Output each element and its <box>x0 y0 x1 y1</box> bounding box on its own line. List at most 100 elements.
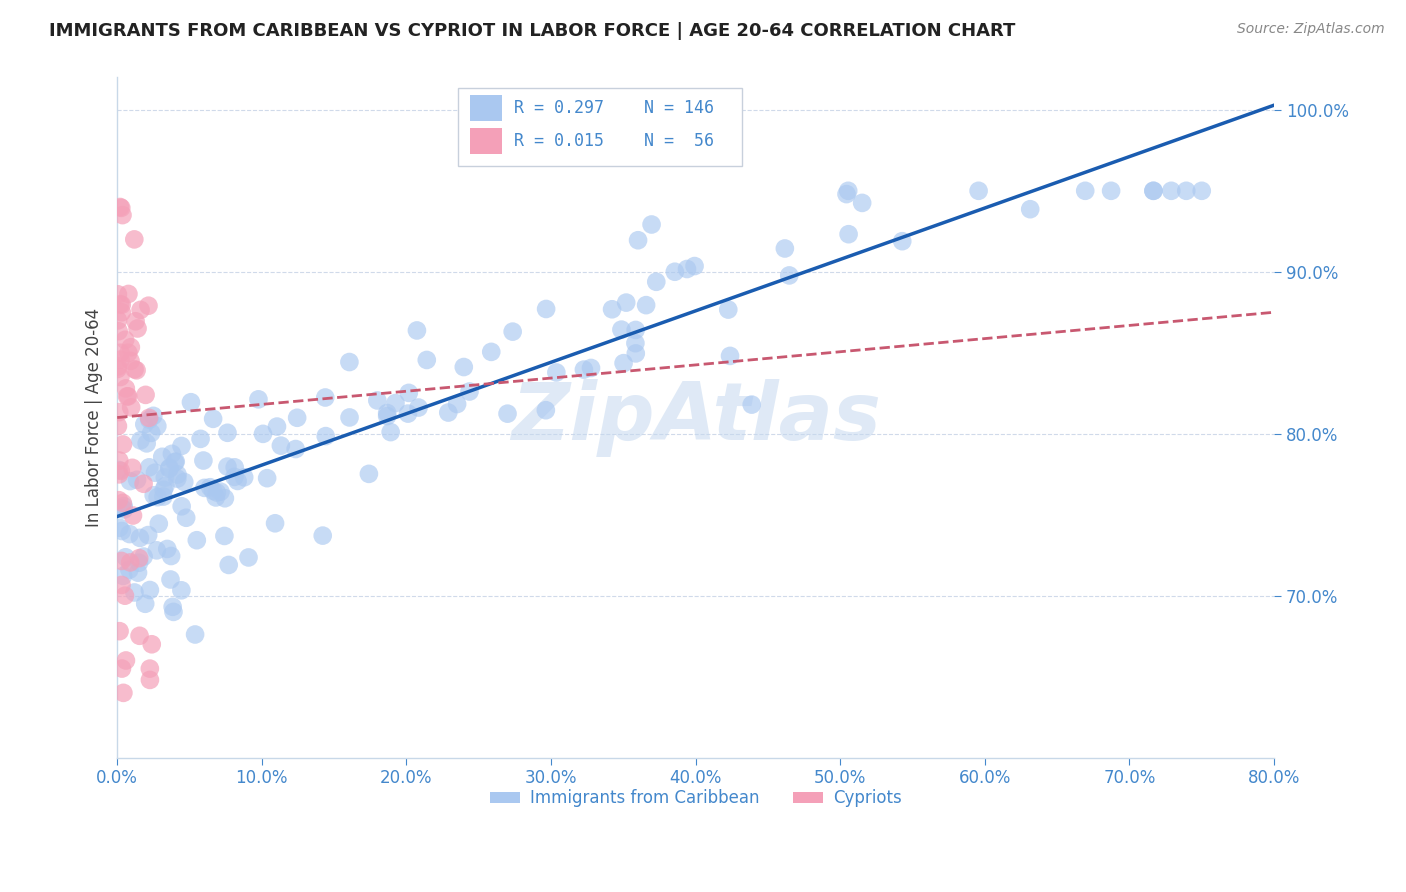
Point <box>108 493 131 508</box>
Point <box>157 461 180 475</box>
Point <box>142 488 165 502</box>
Point <box>160 549 183 563</box>
Point <box>139 582 162 597</box>
Point <box>129 531 152 545</box>
Point <box>141 637 163 651</box>
Point <box>118 527 141 541</box>
Point <box>406 323 429 337</box>
Point <box>110 345 132 359</box>
Point <box>664 265 686 279</box>
Point <box>122 508 145 523</box>
Point <box>110 554 132 568</box>
Point <box>111 501 134 516</box>
Point <box>224 460 246 475</box>
Point <box>128 629 150 643</box>
Point <box>967 184 990 198</box>
Point <box>180 395 202 409</box>
Point <box>270 439 292 453</box>
Point <box>124 585 146 599</box>
Point <box>339 355 361 369</box>
Point <box>110 464 132 478</box>
Point <box>837 184 859 198</box>
Point <box>226 474 249 488</box>
Point <box>135 436 157 450</box>
Point <box>1099 184 1122 198</box>
Point <box>375 409 398 423</box>
Point <box>264 516 287 531</box>
Point <box>1160 184 1182 198</box>
Point <box>127 321 149 335</box>
Point <box>636 298 658 312</box>
Point <box>128 556 150 570</box>
Point <box>496 407 519 421</box>
Point <box>717 302 740 317</box>
Point <box>778 268 800 283</box>
Point <box>111 662 134 676</box>
Point <box>141 425 163 440</box>
Point <box>111 298 134 312</box>
Point <box>120 354 142 368</box>
Point <box>117 287 139 301</box>
Point <box>247 392 270 407</box>
Point <box>152 483 174 497</box>
Point <box>238 550 260 565</box>
Point <box>112 686 135 700</box>
Point <box>107 362 129 376</box>
Point <box>138 460 160 475</box>
Point <box>502 325 524 339</box>
Point <box>111 208 134 222</box>
Point <box>838 227 860 242</box>
Point <box>437 406 460 420</box>
Point <box>111 305 134 319</box>
Point <box>170 583 193 598</box>
Point <box>1142 184 1164 198</box>
Point <box>120 340 142 354</box>
Point <box>613 356 636 370</box>
Point <box>132 549 155 564</box>
Legend: Immigrants from Caribbean, Cypriots: Immigrants from Caribbean, Cypriots <box>484 782 908 814</box>
Point <box>205 485 228 500</box>
Point <box>285 410 308 425</box>
Point <box>676 262 699 277</box>
Point <box>138 299 160 313</box>
Point <box>173 475 195 489</box>
Point <box>315 429 337 443</box>
Text: ZipAtlas: ZipAtlas <box>510 378 880 457</box>
Point <box>108 405 131 419</box>
Point <box>143 466 166 480</box>
Point <box>190 432 212 446</box>
Point <box>314 391 336 405</box>
Point <box>1175 184 1198 198</box>
Point <box>107 419 129 434</box>
Point <box>380 425 402 439</box>
Point <box>139 673 162 687</box>
Point <box>132 476 155 491</box>
Point <box>458 384 481 399</box>
Point <box>146 419 169 434</box>
Point <box>851 195 873 210</box>
Point <box>107 359 129 374</box>
Point <box>108 453 131 467</box>
Point <box>118 474 141 488</box>
Point <box>312 528 335 542</box>
Point <box>233 470 256 484</box>
Point <box>224 470 246 484</box>
Point <box>162 599 184 614</box>
Point <box>166 467 188 482</box>
Point <box>148 516 170 531</box>
Point <box>214 491 236 506</box>
Point <box>201 483 224 498</box>
Point <box>375 406 398 420</box>
Point <box>1191 184 1213 198</box>
Point <box>184 627 207 641</box>
Text: R = 0.297    N = 146: R = 0.297 N = 146 <box>515 99 714 117</box>
Point <box>146 490 169 504</box>
Point <box>112 502 135 516</box>
Point <box>1074 184 1097 198</box>
Point <box>624 346 647 360</box>
Point <box>891 234 914 248</box>
Point <box>120 556 142 570</box>
Point <box>266 419 288 434</box>
Point <box>534 403 557 417</box>
Point <box>384 396 406 410</box>
